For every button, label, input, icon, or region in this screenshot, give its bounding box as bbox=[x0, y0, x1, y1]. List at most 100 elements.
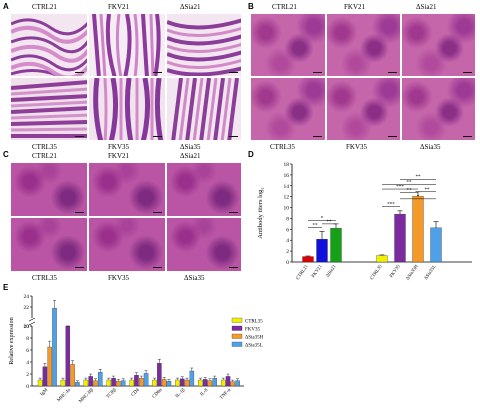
bar-IL-1β-1 bbox=[179, 378, 185, 387]
x-tick-label: CD8α bbox=[152, 388, 164, 400]
legend-label: ΔSia35L bbox=[245, 343, 263, 348]
micrograph-a-sia35 bbox=[166, 77, 242, 141]
significance-mark: ** bbox=[425, 188, 431, 193]
y-tick-label: 4 bbox=[26, 360, 29, 366]
x-tick-label: ΔSia21 bbox=[326, 264, 338, 279]
axis-break-mark bbox=[28, 317, 36, 322]
caption-c-1: CTRL21 bbox=[32, 152, 57, 160]
bar-MHC-IIβ-1 bbox=[88, 376, 93, 387]
bar-g1-2 bbox=[330, 228, 342, 263]
caption-c-2: FKV21 bbox=[108, 152, 130, 160]
legend-label: ΔSia35H bbox=[245, 335, 264, 340]
bar-IgM-3 bbox=[52, 307, 57, 387]
legend-swatch-0 bbox=[231, 317, 243, 323]
caption-a-1: CTRL21 bbox=[32, 3, 57, 11]
bar-g2-2 bbox=[412, 195, 424, 263]
significance-mark: *** bbox=[387, 202, 395, 207]
caption-b-5: FKV35 bbox=[346, 143, 368, 151]
y-tick-label: 16 bbox=[284, 173, 290, 179]
micrograph-a-fkv21 bbox=[88, 13, 166, 77]
bar-TCRβ-1 bbox=[111, 378, 116, 387]
caption-b-4: CTRL35 bbox=[270, 143, 295, 151]
bar-IL-8-0 bbox=[198, 379, 203, 387]
bar-g2-3 bbox=[430, 227, 442, 263]
x-tick-label: CTRL21 bbox=[296, 264, 310, 281]
y-tick-label: 0 bbox=[286, 260, 289, 266]
micrograph-a-sia21 bbox=[166, 13, 242, 77]
y-tick-label: 0 bbox=[26, 384, 29, 390]
bar-MHC-Iα-0 bbox=[60, 379, 66, 387]
bar-CD8α-3 bbox=[166, 381, 172, 387]
x-tick-label: IL-8 bbox=[200, 387, 210, 397]
bar-CD8α-0 bbox=[152, 379, 157, 387]
caption-c-6: ΔSia35 bbox=[184, 274, 205, 282]
micrograph-c-ctrl21 bbox=[10, 162, 88, 217]
significance-mark: ** bbox=[327, 220, 333, 225]
significance-mark: * bbox=[417, 195, 420, 200]
caption-a-4: CTRL35 bbox=[32, 143, 57, 151]
bar-IL-8-2 bbox=[207, 380, 213, 387]
significance-mark: *** bbox=[396, 185, 404, 190]
bar-IL-1β-2 bbox=[184, 379, 190, 387]
bar-IL-1β-0 bbox=[175, 379, 180, 387]
bar-IgM-2 bbox=[47, 346, 52, 387]
micrograph-c-fkv35 bbox=[88, 217, 166, 272]
bar-TNF-α-3 bbox=[235, 380, 240, 387]
caption-a-5: FKV35 bbox=[108, 143, 130, 151]
micrograph-c-sia21 bbox=[166, 162, 242, 217]
y-tick-label: 8 bbox=[286, 216, 289, 222]
x-tick-label: TNF-α bbox=[219, 388, 232, 401]
micrograph-b-fkv21 bbox=[326, 13, 401, 77]
caption-b-6: ΔSia35 bbox=[420, 143, 441, 151]
y-tick-label: 18 bbox=[284, 162, 290, 168]
y-axis-title: Antibody titers log₂ bbox=[257, 187, 264, 238]
micrograph-c-fkv21 bbox=[88, 162, 166, 217]
x-tick-label: FKV35 bbox=[389, 264, 402, 279]
y-tick-label: 4 bbox=[286, 238, 289, 244]
bar-CD8α-1 bbox=[157, 363, 162, 387]
bar-IL-8-3 bbox=[212, 378, 217, 387]
y-axis-title: Relative expression bbox=[9, 317, 15, 364]
y-tick-label: 2 bbox=[286, 249, 289, 255]
caption-a-2: FKV21 bbox=[108, 3, 130, 11]
caption-a-3: ΔSia21 bbox=[180, 3, 201, 11]
y-tick-label: 10 bbox=[284, 206, 290, 212]
legend-label: FKV35 bbox=[245, 327, 261, 332]
bar-MHC-IIβ-0 bbox=[83, 379, 89, 387]
legend-swatch-2 bbox=[231, 333, 243, 339]
bar-IL-1β-3 bbox=[189, 370, 195, 387]
panel-label-e: E bbox=[3, 283, 9, 292]
x-tick-label: ΔSia35L bbox=[424, 264, 438, 281]
micrograph-b-ctrl35 bbox=[250, 77, 326, 141]
bar-TNF-α-1 bbox=[225, 376, 231, 387]
x-tick-label: MHC-IIβ bbox=[78, 387, 95, 404]
bar-g1-0 bbox=[302, 256, 314, 263]
micrograph-b-sia21 bbox=[401, 13, 476, 77]
micrograph-a-fkv35 bbox=[88, 77, 166, 141]
y-tick-label: 20 bbox=[24, 324, 30, 330]
panel-label-a: A bbox=[3, 2, 9, 11]
caption-a-6: ΔSia35 bbox=[180, 143, 201, 151]
bar-TCRβ-3 bbox=[120, 380, 126, 387]
panel-label-b: B bbox=[248, 2, 254, 11]
x-tick-label: CD4 bbox=[131, 387, 141, 397]
significance-mark: ** bbox=[407, 181, 413, 186]
bar-CD4-2 bbox=[139, 378, 144, 387]
axis-break-mark bbox=[28, 321, 36, 326]
x-tick-label: MHC-Iα bbox=[57, 388, 73, 404]
caption-c-5: FKV35 bbox=[108, 274, 130, 282]
significance-mark: ** bbox=[313, 224, 319, 229]
y-tick-label: 24 bbox=[24, 294, 30, 300]
micrograph-a-ctrl21 bbox=[10, 13, 88, 77]
bar-IL-8-1 bbox=[202, 379, 208, 387]
bar-MHC-IIβ-2 bbox=[93, 380, 98, 387]
x-tick-label: TCRβ bbox=[106, 387, 118, 399]
bar-IgM-1 bbox=[42, 366, 48, 387]
bar-g2-0 bbox=[376, 255, 388, 263]
micrograph-b-ctrl21 bbox=[250, 13, 326, 77]
micrograph-c-sia35 bbox=[166, 217, 242, 272]
micrograph-b-sia35 bbox=[401, 77, 476, 141]
bar-MHC-Iα-2 bbox=[70, 364, 75, 387]
bar-TCRβ-0 bbox=[106, 379, 112, 387]
